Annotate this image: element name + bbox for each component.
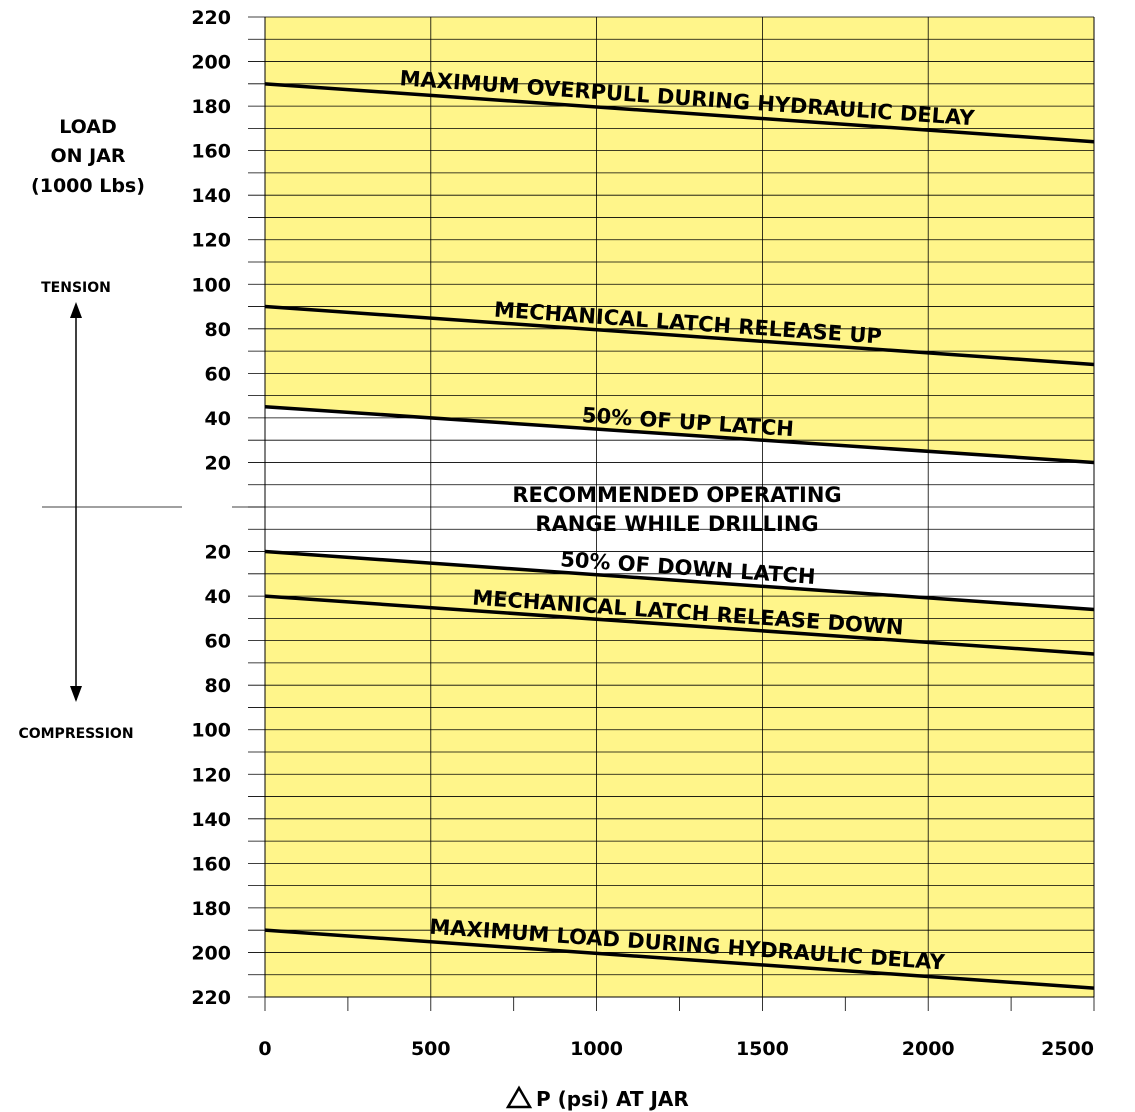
y-tick-label: 180	[191, 898, 231, 920]
x-tick-label: 1000	[570, 1038, 623, 1060]
recommended-range-label: RECOMMENDED OPERATING	[512, 483, 841, 507]
series-line-2	[264, 304, 1095, 367]
y-axis-title-line-1: LOAD	[59, 116, 117, 138]
x-tick-label: 0	[258, 1038, 271, 1060]
x-tick-label: 2000	[902, 1038, 955, 1060]
y-tick-label: 220	[191, 7, 231, 29]
x-axis: 0 500 1000 1500 2000 2500	[258, 996, 1095, 1060]
y-tick-label: 20	[205, 452, 231, 474]
tension-label: TENSION	[41, 280, 111, 296]
y-tick-label: 60	[205, 363, 231, 385]
series-line-3	[264, 405, 1095, 465]
y-tick-label: 200	[191, 52, 231, 74]
y-tick-label: 140	[191, 809, 231, 831]
y-tick-label: 80	[205, 319, 231, 341]
y-tick-label: 160	[191, 141, 231, 163]
y-tick-label: 120	[191, 764, 231, 786]
y-tick-label: 180	[191, 96, 231, 118]
y-tick-label: 100	[191, 274, 231, 296]
limit-lines	[264, 82, 1095, 990]
recommended-range-label: RANGE WHILE DRILLING	[535, 512, 818, 536]
y-tick-label: 60	[205, 631, 231, 653]
y-axis: 220 200 180 160 140 120 100 80 60 40 20 20 40 60 80 100…	[191, 7, 265, 1009]
y-tick-label: 120	[191, 230, 231, 252]
y-tick-label: 200	[191, 942, 231, 964]
y-tick-label: 220	[191, 987, 231, 1009]
y-axis-title-line-3: (1000 Lbs)	[31, 175, 145, 197]
y-axis-title-line-2: ON JAR	[50, 145, 125, 167]
series-line-1	[264, 82, 1095, 144]
x-tick-label: 2500	[1041, 1038, 1094, 1060]
grid-lines	[42, 16, 1095, 998]
direction-arrow	[70, 302, 82, 702]
x-tick-label: 500	[411, 1038, 451, 1060]
y-tick-label: 100	[191, 720, 231, 742]
x-tick-label: 1500	[736, 1038, 789, 1060]
series-line-5	[264, 594, 1095, 656]
series-line-6	[264, 928, 1095, 990]
y-tick-label: 160	[191, 853, 231, 875]
y-tick-label: 20	[205, 542, 231, 564]
y-tick-label: 40	[205, 586, 231, 608]
compression-label: COMPRESSION	[18, 726, 133, 742]
y-tick-label: 40	[205, 408, 231, 430]
x-axis-title: P (psi) AT JAR	[536, 1087, 689, 1111]
delta-icon	[505, 1085, 533, 1109]
y-tick-label: 80	[205, 675, 231, 697]
y-tick-label: 140	[191, 185, 231, 207]
series-line-4	[264, 549, 1095, 612]
